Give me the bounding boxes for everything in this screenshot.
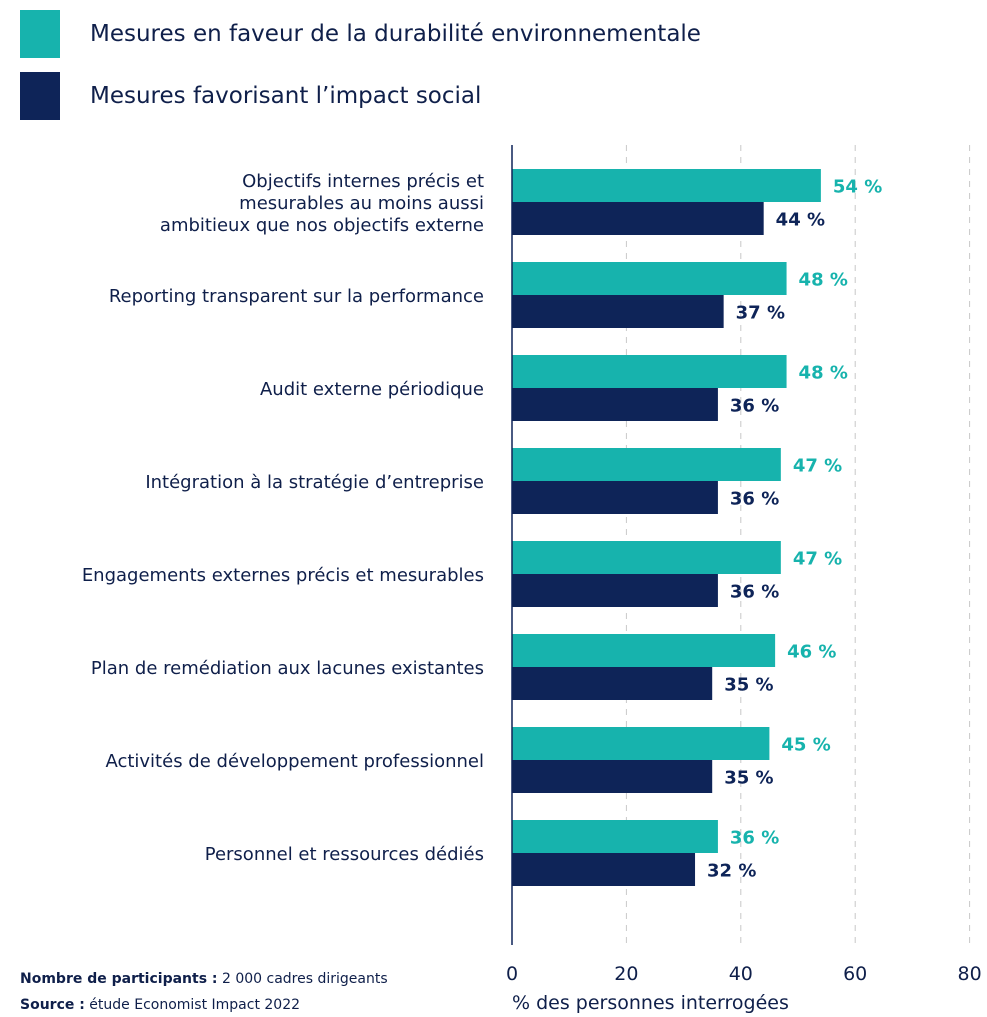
category-label-3: Intégration à la stratégie d’entreprise [145, 472, 484, 493]
value-label-environment-0: 54 % [833, 177, 882, 198]
x-axis-title: % des personnes interrogées [512, 992, 789, 1014]
bar-environment-5 [512, 634, 776, 667]
bar-social-2 [512, 388, 718, 421]
value-label-social-6: 35 % [724, 768, 773, 789]
value-label-social-0: 44 % [776, 210, 825, 231]
x-tick-label-20: 20 [614, 963, 638, 985]
category-label-2: Audit externe périodique [260, 379, 484, 400]
footer-participants: Nombre de participants : 2 000 cadres di… [20, 971, 388, 987]
category-label-5: Plan de remédiation aux lacunes existant… [91, 658, 484, 679]
value-label-social-2: 36 % [730, 396, 779, 417]
value-label-social-4: 36 % [730, 582, 779, 603]
legend: Mesures en faveur de la durabilité envir… [20, 10, 701, 134]
bar-social-4 [512, 574, 718, 607]
bar-environment-6 [512, 727, 770, 760]
value-label-environment-1: 48 % [799, 270, 848, 291]
source-value: étude Economist Impact 2022 [89, 997, 301, 1013]
legend-item-social: Mesures favorisant l’impact social [20, 72, 701, 120]
value-label-environment-7: 36 % [730, 828, 779, 849]
value-label-social-7: 32 % [707, 861, 756, 882]
bar-environment-7 [512, 820, 718, 853]
value-label-social-3: 36 % [730, 489, 779, 510]
x-tick-label-40: 40 [729, 963, 753, 985]
category-label-7: Personnel et ressources dédiés [205, 844, 484, 865]
footer-source: Source : étude Economist Impact 2022 [20, 997, 300, 1013]
legend-label-social: Mesures favorisant l’impact social [90, 83, 482, 109]
x-tick-label-0: 0 [506, 963, 518, 985]
category-label-0-line-0: Objectifs internes précis et [242, 171, 484, 192]
value-label-environment-4: 47 % [793, 549, 842, 570]
bar-social-6 [512, 760, 713, 793]
legend-item-environment: Mesures en faveur de la durabilité envir… [20, 10, 701, 58]
category-label-6: Activités de développement professionnel [105, 751, 484, 772]
bar-environment-1 [512, 262, 787, 295]
bar-environment-3 [512, 448, 781, 481]
bar-social-5 [512, 667, 713, 700]
value-label-environment-6: 45 % [781, 735, 830, 756]
legend-swatch-environment [20, 10, 60, 58]
bar-environment-4 [512, 541, 781, 574]
category-label-4: Engagements externes précis et mesurable… [82, 565, 484, 586]
participants-value: 2 000 cadres dirigeants [221, 971, 388, 987]
bar-environment-0 [512, 169, 821, 202]
bar-social-0 [512, 202, 764, 235]
value-label-environment-5: 46 % [787, 642, 836, 663]
x-tick-label-60: 60 [843, 963, 867, 985]
bar-social-3 [512, 481, 718, 514]
bar-social-7 [512, 853, 696, 886]
value-label-social-1: 37 % [736, 303, 785, 324]
value-label-environment-3: 47 % [793, 456, 842, 477]
x-tick-label-80: 80 [958, 963, 982, 985]
category-label-0-line-2: ambitieux que nos objectifs externe [160, 215, 484, 236]
legend-swatch-social [20, 72, 60, 120]
source-label: Source : [20, 997, 85, 1013]
bar-social-1 [512, 295, 724, 328]
legend-label-environment: Mesures en faveur de la durabilité envir… [90, 21, 701, 47]
category-label-0-line-1: mesurables au moins aussi [239, 193, 484, 214]
category-label-1: Reporting transparent sur la performance [109, 286, 484, 307]
bar-environment-2 [512, 355, 787, 388]
value-label-environment-2: 48 % [799, 363, 848, 384]
value-label-social-5: 35 % [724, 675, 773, 696]
participants-label: Nombre de participants : [20, 971, 218, 987]
